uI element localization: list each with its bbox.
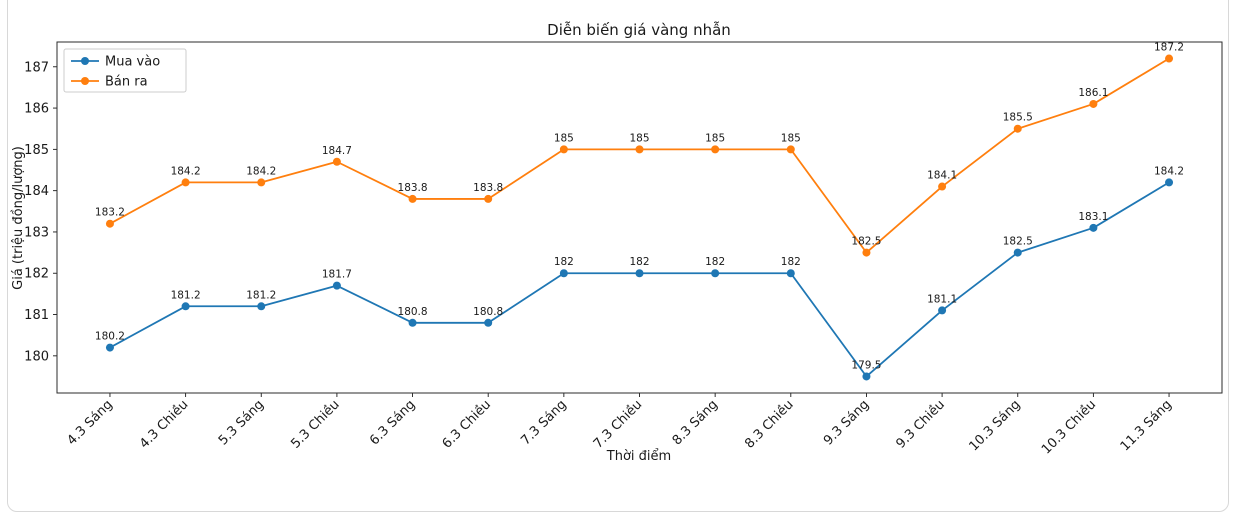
data-point-marker [635, 145, 644, 154]
data-point-marker [862, 248, 871, 257]
point-value-label: 184.2 [171, 165, 201, 177]
data-point-marker [181, 302, 190, 311]
y-axis-label: Giá (triệu đồng/lượng) [11, 146, 26, 290]
x-tick-label: 6.3 Sáng [367, 397, 418, 448]
point-value-label: 183.8 [473, 182, 503, 194]
point-value-label: 183.1 [1078, 211, 1108, 223]
point-value-label: 184.2 [1154, 165, 1184, 177]
data-point-marker [711, 145, 720, 154]
x-tick-label: 7.3 Sáng [518, 397, 569, 448]
point-value-label: 184.7 [322, 145, 352, 157]
point-value-label: 186.1 [1078, 87, 1108, 99]
x-tick-label: 7.3 Chiều [591, 397, 645, 451]
data-point-marker [484, 194, 493, 203]
data-point-marker [1013, 124, 1022, 133]
x-axis-label: Thời điểm [606, 449, 671, 464]
data-point-marker [408, 318, 417, 327]
x-tick-label: 10.3 Sáng [966, 397, 1023, 454]
data-point-marker [257, 178, 266, 187]
point-value-label: 181.7 [322, 269, 352, 281]
data-point-marker [786, 145, 795, 154]
x-tick-label: 6.3 Chiều [440, 397, 494, 451]
data-point-marker [711, 269, 720, 278]
point-value-label: 185 [705, 132, 725, 144]
point-value-label: 183.2 [95, 207, 125, 219]
x-tick-label: 8.3 Chiều [742, 397, 796, 451]
y-tick-label: 180 [24, 349, 49, 364]
data-point-marker [332, 281, 341, 290]
legend-label: Bán ra [105, 75, 148, 90]
data-point-marker [105, 219, 114, 228]
x-tick-label: 4.3 Chiều [137, 397, 191, 451]
point-value-label: 180.2 [95, 331, 125, 343]
y-tick-label: 182 [24, 267, 49, 282]
x-tick-label: 10.3 Chiều [1039, 397, 1099, 457]
point-value-label: 182 [554, 256, 574, 268]
data-point-marker [938, 306, 947, 315]
series-line-ban-ra [109, 57, 1170, 254]
series-line-mua-vao [109, 181, 1170, 378]
y-tick-label: 184 [24, 184, 49, 199]
data-point-marker [484, 318, 493, 327]
data-point-marker [635, 269, 644, 278]
legend-label: Mua vào [105, 55, 160, 70]
data-point-marker [786, 269, 795, 278]
point-value-label: 185 [629, 132, 649, 144]
point-value-label: 181.1 [927, 293, 957, 305]
data-point-marker [559, 269, 568, 278]
x-tick-label: 9.3 Sáng [821, 397, 872, 448]
legend-swatch-marker [81, 77, 89, 85]
y-tick-label: 185 [24, 143, 49, 158]
x-tick-label: 4.3 Sáng [64, 397, 115, 448]
legend-swatch-marker [81, 57, 89, 65]
point-value-label: 181.2 [171, 289, 201, 301]
data-point-marker [938, 182, 947, 191]
point-value-label: 180.8 [398, 306, 428, 318]
point-value-label: 182.5 [1003, 236, 1033, 248]
point-value-label: 182 [705, 256, 725, 268]
data-point-marker [1165, 178, 1174, 187]
point-value-label: 181.2 [246, 289, 276, 301]
point-value-label: 182.5 [851, 236, 881, 248]
data-point-marker [408, 194, 417, 203]
y-tick-label: 186 [24, 102, 49, 117]
y-tick-label: 181 [24, 308, 49, 323]
data-point-marker [332, 157, 341, 166]
chart-card [7, 0, 1229, 512]
chart-title: Diễn biến giá vàng nhẫn [547, 21, 731, 39]
data-point-marker [1013, 248, 1022, 257]
point-value-label: 180.8 [473, 306, 503, 318]
point-value-label: 182 [629, 256, 649, 268]
point-value-label: 187.2 [1154, 42, 1184, 54]
data-point-marker [559, 145, 568, 154]
x-tick-label: 5.3 Chiều [288, 397, 342, 451]
x-tick-label: 8.3 Sáng [670, 397, 721, 448]
x-tick-label: 5.3 Sáng [216, 397, 267, 448]
data-point-marker [105, 343, 114, 352]
point-value-label: 184.2 [246, 165, 276, 177]
data-point-marker [1089, 99, 1098, 108]
x-tick-label: 11.3 Sáng [1118, 397, 1175, 454]
y-tick-label: 183 [24, 225, 49, 240]
data-point-marker [862, 372, 871, 381]
point-value-label: 183.8 [398, 182, 428, 194]
data-point-marker [1089, 223, 1098, 232]
data-point-marker [1165, 54, 1174, 63]
point-value-label: 185 [781, 132, 801, 144]
point-value-label: 185.5 [1003, 112, 1033, 124]
data-point-marker [257, 302, 266, 311]
point-value-label: 184.1 [927, 170, 957, 182]
point-value-label: 185 [554, 132, 574, 144]
axes-frame [56, 41, 1223, 394]
data-point-marker [181, 178, 190, 187]
y-tick-label: 187 [24, 60, 49, 75]
point-value-label: 182 [781, 256, 801, 268]
x-tick-label: 9.3 Chiều [893, 397, 947, 451]
point-value-label: 179.5 [851, 359, 881, 371]
